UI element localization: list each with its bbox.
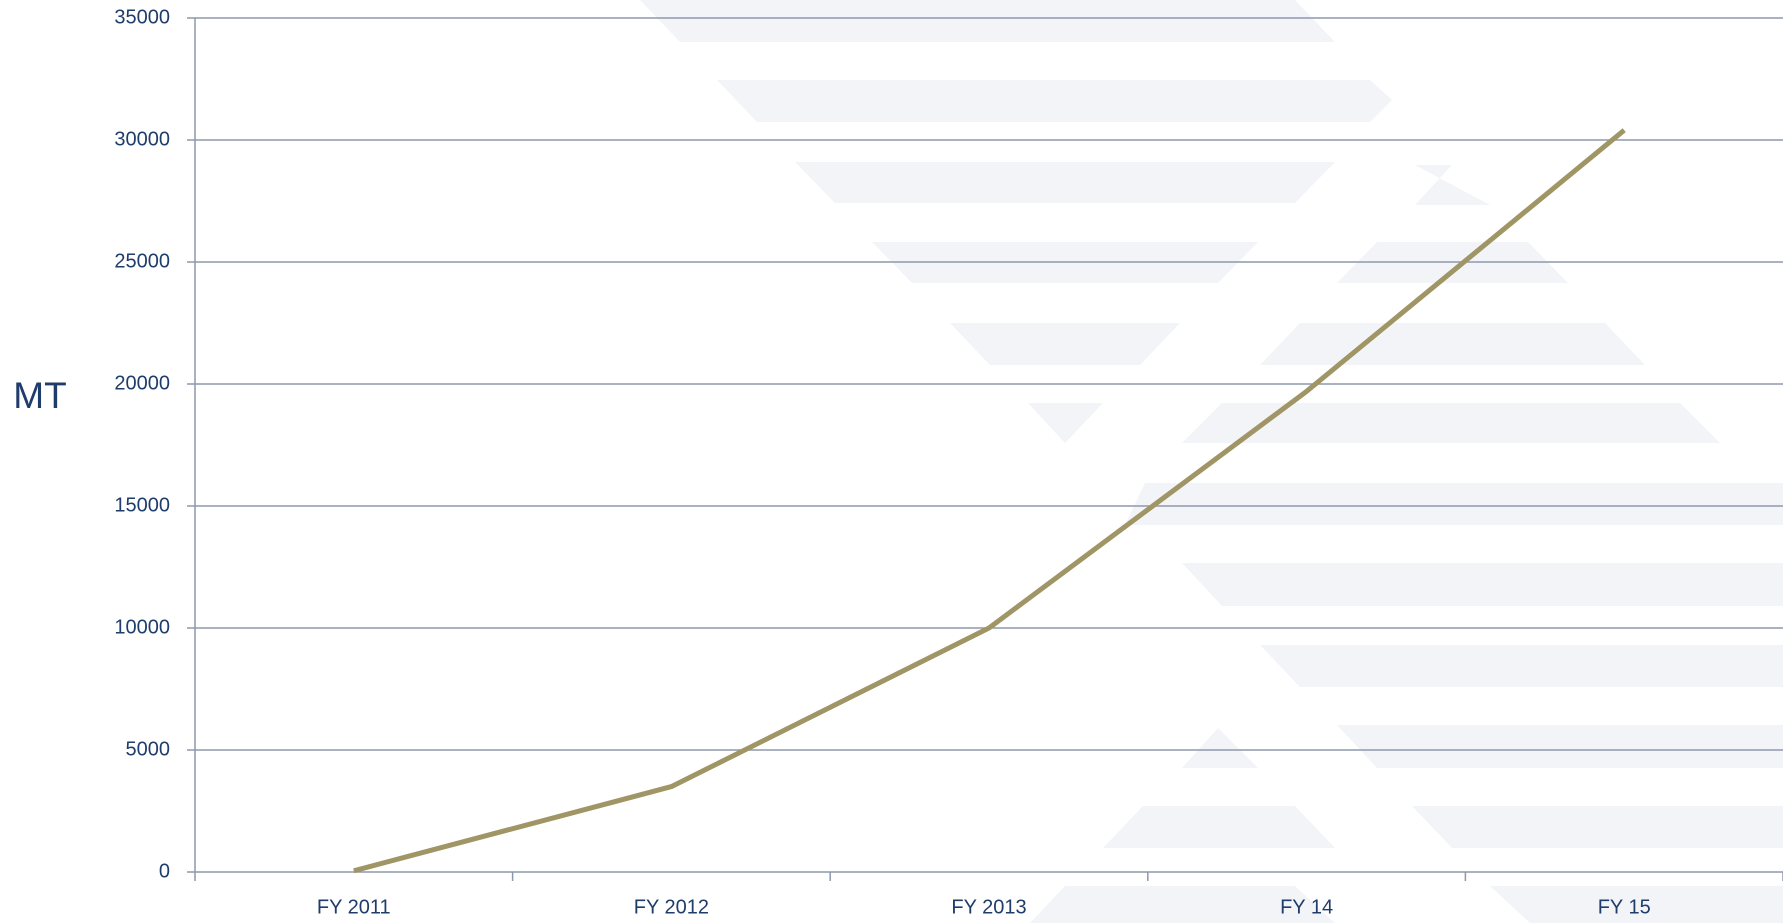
series-line: [353, 128, 1626, 874]
y-tick-label: 20000: [114, 372, 170, 394]
y-tick-label: 10000: [114, 616, 170, 638]
x-tick-label: FY 15: [1598, 896, 1651, 918]
y-axis-title: MT: [13, 375, 66, 416]
y-tick-label: 30000: [114, 128, 170, 150]
x-tick-label: FY 2012: [634, 896, 709, 918]
x-tick-label: FY 2011: [317, 896, 391, 918]
y-tick-label: 25000: [114, 250, 170, 272]
y-tick-label: 35000: [114, 6, 170, 28]
x-tick-label: FY 2013: [951, 896, 1026, 918]
y-tick-label: 15000: [114, 494, 170, 516]
x-tick-label: FY 14: [1280, 896, 1333, 918]
y-tick-label: 0: [159, 860, 170, 882]
y-tick-label: 5000: [126, 738, 171, 760]
